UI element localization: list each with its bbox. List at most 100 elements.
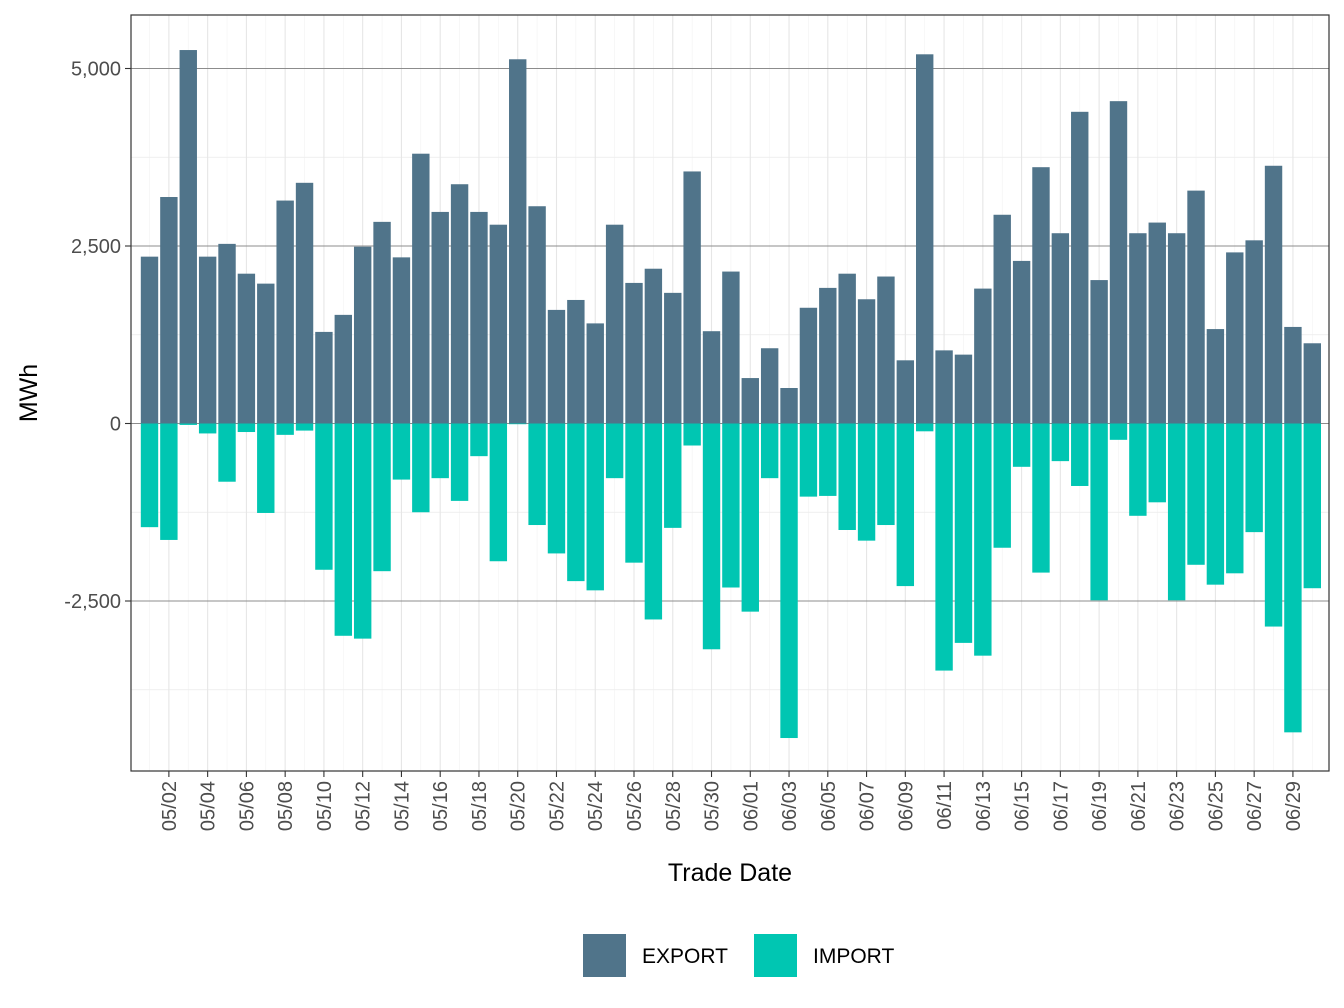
bar-export-06-19 [1090,280,1108,424]
bar-export-05-31 [722,271,740,424]
bar-export-06-05 [819,287,837,424]
bar-export-06-28 [1264,165,1283,424]
bar-import-05-25 [605,423,624,479]
bar-export-05-23 [567,299,585,424]
bar-import-06-12 [954,423,973,643]
y-tick-label: 0 [110,414,121,436]
bar-export-05-03 [179,50,197,424]
bar-import-06-14 [993,423,1011,548]
bar-import-05-28 [664,423,682,528]
x-tick-label: 06/17 [1050,781,1072,831]
x-tick-label: 06/03 [779,781,801,831]
bar-import-06-03 [780,423,798,739]
bar-import-06-25 [1206,423,1225,585]
x-tick-label: 06/11 [934,781,956,830]
bar-export-06-22 [1148,222,1166,424]
x-tick-label: 06/29 [1283,781,1305,831]
x-tick-label: 05/18 [469,781,491,831]
bar-export-05-05 [218,243,236,424]
bar-import-05-27 [644,423,663,620]
bar-import-06-19 [1090,423,1108,601]
bar-export-06-07 [857,299,876,424]
bar-export-05-06 [237,273,256,424]
legend-swatch-import [754,934,797,977]
x-tick-label: 05/06 [236,781,258,831]
legend-label-export: EXPORT [642,945,728,968]
bar-import-05-24 [586,423,604,591]
bar-export-05-10 [315,331,333,424]
bar-export-05-15 [412,153,430,424]
bar-import-06-05 [819,423,837,496]
x-tick-label: 05/10 [314,781,336,831]
x-tick-label: 05/20 [508,781,530,831]
bar-export-06-21 [1129,233,1147,424]
bar-export-06-10 [916,54,934,424]
bar-export-06-01 [741,378,759,424]
bar-export-06-03 [780,388,798,424]
y-tick-label: 5,000 [71,59,121,81]
bar-import-06-01 [741,423,759,612]
bar-import-06-30 [1303,423,1321,589]
x-tick-label: 06/19 [1089,781,1111,831]
bar-import-05-06 [237,423,256,433]
bar-import-05-01 [140,423,159,528]
x-tick-label: 05/16 [430,781,452,831]
x-tick-label: 05/08 [275,781,297,831]
bar-export-06-06 [838,273,856,424]
x-tick-label: 05/02 [159,781,181,831]
bar-export-06-08 [877,276,895,424]
bar-export-05-27 [644,268,663,424]
bar-import-06-28 [1264,423,1283,627]
bar-export-06-26 [1226,252,1244,424]
bar-export-06-04 [799,307,818,424]
bar-export-06-16 [1032,167,1050,424]
x-tick-label: 06/01 [740,781,762,831]
bar-import-05-02 [160,423,178,540]
bar-export-05-25 [605,224,624,424]
panel-border [130,14,1330,772]
bar-import-05-29 [683,423,701,446]
bar-import-05-14 [392,423,411,480]
x-tick-label: 06/15 [1012,781,1034,831]
bar-import-05-20 [509,423,527,425]
x-tick-label: 06/25 [1205,781,1227,831]
bar-import-05-23 [567,423,585,582]
bar-export-06-14 [993,214,1011,424]
bar-import-06-11 [935,423,953,671]
x-tick-label: 05/04 [198,781,220,831]
bar-export-05-16 [431,211,449,424]
x-tick-label: 06/09 [895,781,917,831]
bar-export-06-29 [1284,326,1302,424]
bar-import-06-26 [1226,423,1244,574]
legend-swatch-export [583,934,626,977]
legend: EXPORT IMPORT [583,934,894,977]
y-tick-label: 2,500 [71,236,121,258]
bar-export-05-29 [683,171,701,424]
bar-export-05-18 [470,211,488,424]
bar-import-06-13 [974,423,992,656]
y-axis: 5,000 2,500 0 -2,500 [64,59,131,613]
bar-import-06-16 [1032,423,1050,573]
y-tick-label: -2,500 [64,591,121,613]
bar-export-05-09 [295,182,314,424]
bar-export-05-19 [489,224,508,424]
bar-export-05-21 [528,206,546,424]
bar-export-06-11 [935,350,953,424]
bar-export-06-12 [954,354,973,424]
bar-export-05-13 [373,221,391,424]
x-tick-label: 05/22 [546,781,568,831]
bar-import-06-24 [1187,423,1205,565]
bar-import-06-23 [1167,423,1186,601]
bar-import-06-06 [838,423,856,530]
bar-import-05-19 [489,423,508,562]
x-tick-label: 05/12 [353,781,375,831]
bar-export-06-25 [1206,329,1225,424]
bar-export-05-20 [509,59,527,424]
bar-import-06-02 [760,423,779,479]
bar-export-05-30 [702,331,721,424]
bar-export-05-12 [353,246,372,424]
x-axis-title: Trade Date [668,859,792,887]
bar-import-06-08 [877,423,895,526]
